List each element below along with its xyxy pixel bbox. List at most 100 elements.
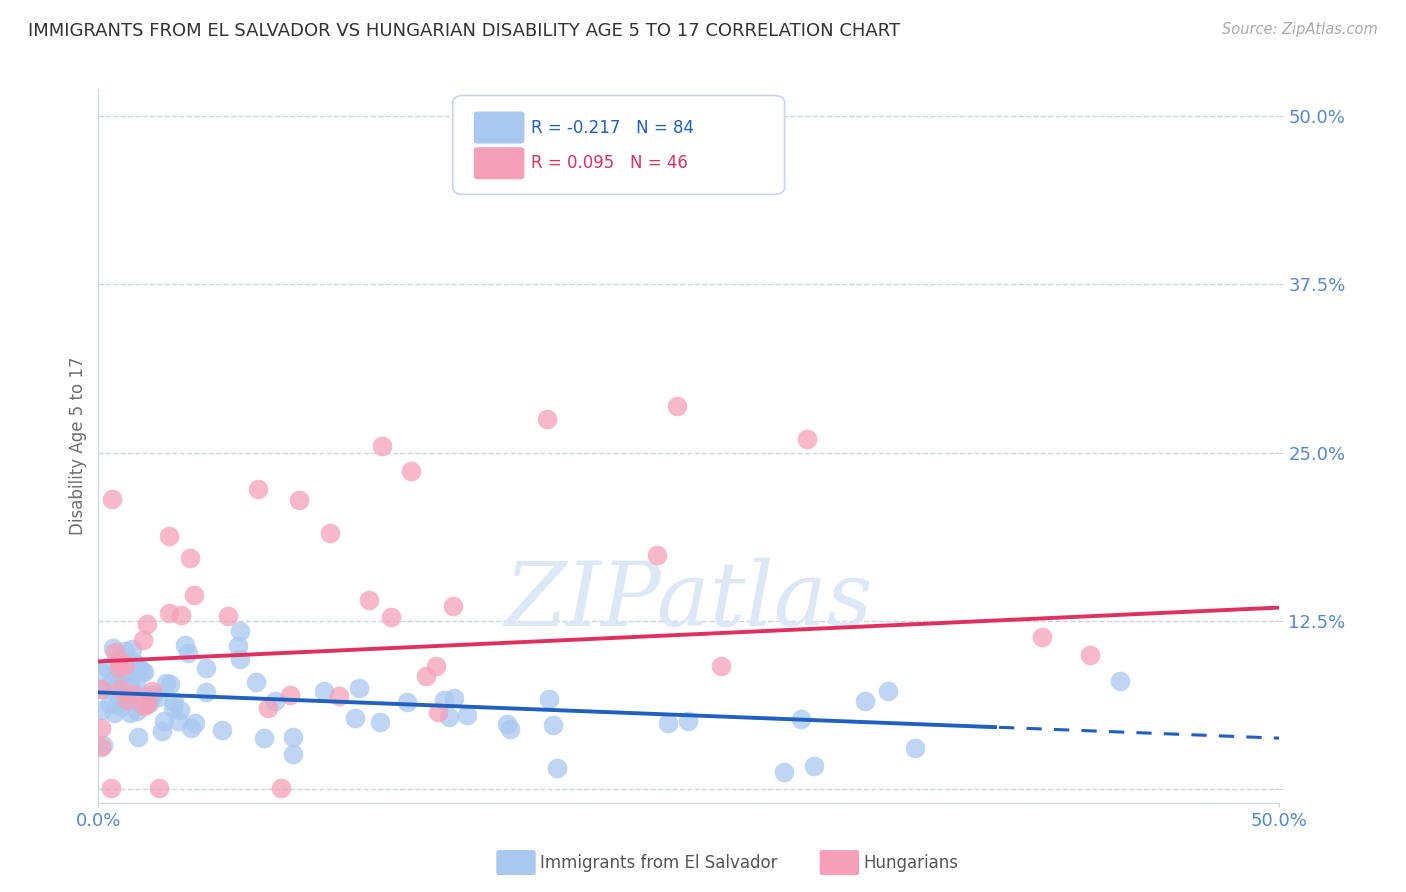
Point — [90, 740, 112, 755]
Point — [108, 654, 131, 668]
Point — [101, 640, 124, 655]
Point — [141, 684, 163, 698]
Point — [122, 656, 145, 670]
Text: IMMIGRANTS FROM EL SALVADOR VS HUNGARIAN DISABILITY AGE 5 TO 17 CORRELATION CHAR: IMMIGRANTS FROM EL SALVADOR VS HUNGARIAN… — [28, 22, 900, 40]
Point — [425, 659, 447, 673]
Point — [142, 688, 165, 702]
Point — [90, 681, 112, 696]
Point — [101, 674, 124, 689]
Point — [180, 721, 202, 735]
Point — [101, 491, 124, 506]
Point — [1031, 630, 1053, 644]
Point — [270, 780, 292, 795]
Point — [283, 730, 305, 744]
Point — [122, 667, 145, 681]
Point — [437, 709, 460, 723]
Point — [115, 692, 138, 706]
Point — [90, 721, 112, 735]
Point — [124, 675, 146, 690]
Point — [110, 681, 132, 696]
Point — [96, 660, 118, 674]
Point — [229, 624, 252, 638]
Point — [772, 765, 794, 780]
Y-axis label: Disability Age 5 to 17: Disability Age 5 to 17 — [69, 357, 87, 535]
Point — [1109, 674, 1132, 689]
Point — [128, 692, 150, 706]
Point — [546, 761, 568, 775]
Point — [163, 695, 186, 709]
Point — [159, 529, 181, 543]
Point — [132, 633, 155, 648]
Point — [159, 677, 181, 691]
Point — [148, 780, 170, 795]
Point — [312, 684, 335, 698]
Point — [380, 609, 402, 624]
Point — [98, 698, 121, 712]
Point — [676, 714, 699, 728]
Point — [368, 714, 391, 729]
Point — [128, 660, 150, 674]
Point — [443, 690, 465, 705]
Point — [657, 715, 679, 730]
Point — [152, 714, 174, 728]
Point — [217, 608, 239, 623]
Point — [125, 704, 148, 718]
Point — [853, 694, 876, 708]
Point — [107, 660, 129, 674]
Point — [100, 780, 122, 795]
Point — [1080, 648, 1102, 662]
Point — [183, 588, 205, 602]
Point — [344, 710, 367, 724]
Point — [283, 747, 305, 762]
Point — [195, 661, 218, 675]
Point — [91, 682, 114, 697]
Point — [132, 698, 155, 713]
Point — [371, 439, 394, 453]
Point — [399, 464, 422, 478]
Point — [183, 716, 205, 731]
Point — [103, 706, 125, 720]
Point — [347, 681, 370, 695]
Point — [499, 723, 522, 737]
Point — [91, 738, 114, 752]
Point — [150, 724, 173, 739]
Point — [146, 690, 169, 704]
Point — [107, 695, 129, 709]
Point — [245, 675, 267, 690]
Point — [319, 525, 342, 540]
Point — [796, 432, 818, 446]
Point — [135, 617, 157, 632]
Point — [127, 730, 149, 744]
Text: Hungarians: Hungarians — [863, 854, 959, 871]
Point — [194, 685, 217, 699]
Point — [536, 412, 558, 426]
Point — [257, 701, 280, 715]
Point — [138, 696, 160, 710]
Text: ZIPatlas: ZIPatlas — [505, 558, 873, 644]
Point — [328, 690, 350, 704]
Point — [131, 664, 153, 678]
Point — [666, 399, 689, 413]
Point — [226, 639, 249, 653]
Point — [790, 712, 813, 726]
Point — [396, 695, 419, 709]
Point — [134, 689, 156, 703]
Point — [114, 681, 136, 695]
Point — [179, 550, 201, 565]
Point — [280, 688, 302, 702]
Point — [114, 644, 136, 658]
Point — [115, 693, 138, 707]
Point — [496, 717, 519, 731]
Point — [169, 702, 191, 716]
Point — [456, 707, 478, 722]
Point — [169, 607, 191, 622]
Point — [415, 668, 437, 682]
Text: Source: ZipAtlas.com: Source: ZipAtlas.com — [1222, 22, 1378, 37]
Text: R = 0.095   N = 46: R = 0.095 N = 46 — [531, 154, 689, 172]
Text: Immigrants from El Salvador: Immigrants from El Salvador — [540, 854, 778, 871]
Point — [427, 705, 450, 719]
Point — [121, 686, 143, 700]
Point — [537, 691, 560, 706]
Point — [357, 592, 380, 607]
Point — [91, 703, 114, 717]
